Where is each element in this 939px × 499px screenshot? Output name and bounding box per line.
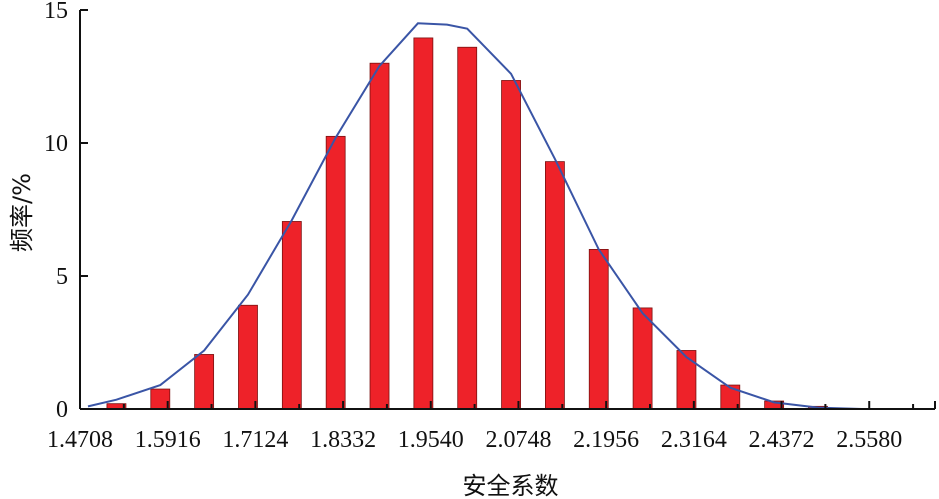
y-tick-label: 10 [44,131,68,157]
axes-group [79,9,936,410]
y-tick-label: 5 [56,264,68,290]
bars-group [106,37,828,410]
bar [676,350,697,410]
bar [413,37,434,410]
x-tick-label: 2.1956 [573,427,639,453]
bar [281,221,302,410]
x-tick-label: 1.4708 [47,427,113,453]
tick-labels-group: 0 5 10 15 1.4708 1.5916 1.7124 1.8332 1.9540 2.07… [44,0,902,453]
series-curve [87,22,906,410]
bar [457,46,478,410]
bar [194,354,215,410]
x-tick-label: 1.5916 [135,427,201,453]
y-axis-label: 频率/% [8,173,36,252]
x-tick-label: 2.3164 [661,427,727,453]
x-tick-label: 2.5580 [836,427,902,453]
bar [501,80,521,410]
x-tick-label: 1.8332 [310,427,376,453]
x-axis-label: 安全系数 [463,472,559,499]
bar [545,161,565,410]
bar [588,248,609,410]
x-tick-label: 2.4372 [749,427,815,453]
bar [369,62,390,410]
x-tick-label: 2.0748 [485,427,551,453]
bar [632,307,653,410]
x-tick-label: 1.9540 [398,427,464,453]
bar [325,135,346,410]
bar [238,304,258,410]
y-tick-label: 15 [44,0,68,24]
x-tick-label: 1.7124 [222,427,288,453]
y-tick-label: 0 [56,397,68,423]
